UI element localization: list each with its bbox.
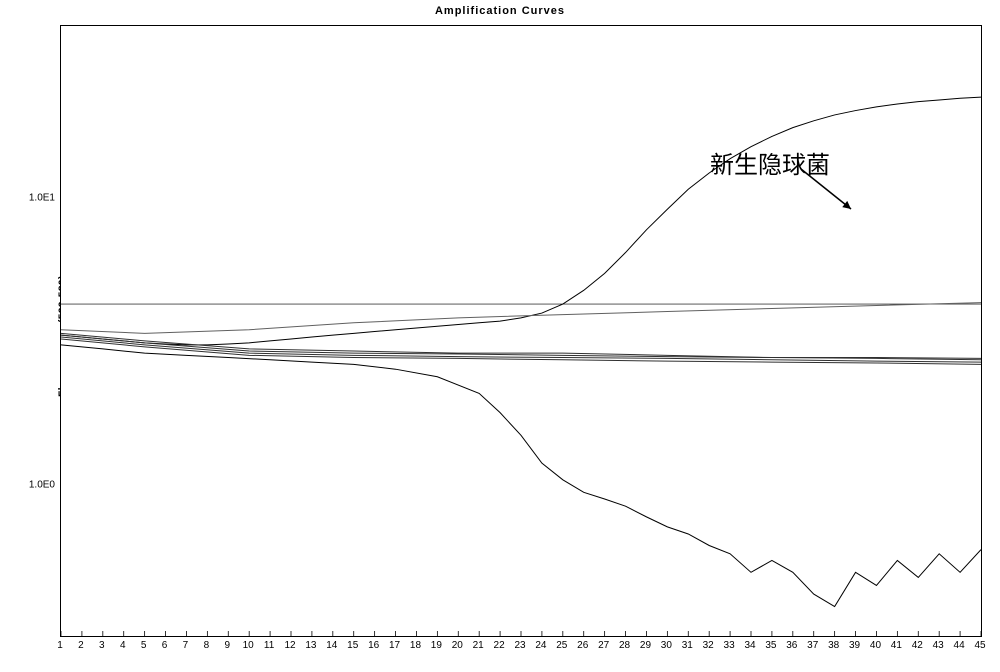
x-tick-label: 36 <box>786 640 797 651</box>
x-tick-label: 43 <box>933 640 944 651</box>
x-tick-label: 21 <box>473 640 484 651</box>
x-tick-label: 3 <box>99 640 105 651</box>
x-tick-label: 15 <box>347 640 358 651</box>
x-tick-label: 4 <box>120 640 126 651</box>
x-tick-label: 42 <box>912 640 923 651</box>
x-tick-label: 35 <box>765 640 776 651</box>
x-tick-label: 2 <box>78 640 84 651</box>
x-tick-label: 34 <box>744 640 755 651</box>
x-tick-label: 33 <box>724 640 735 651</box>
x-tick-label: 29 <box>640 640 651 651</box>
x-tick-label: 10 <box>243 640 254 651</box>
curve-declining_curve <box>61 345 981 607</box>
x-tick-label: 39 <box>849 640 860 651</box>
x-tick-label: 18 <box>410 640 421 651</box>
x-tick-label: 20 <box>452 640 463 651</box>
x-tick-label: 25 <box>556 640 567 651</box>
x-tick-label: 26 <box>577 640 588 651</box>
chart-container: Amplification Curves Fluorescence (533-5… <box>0 0 1000 672</box>
x-tick-label: 32 <box>703 640 714 651</box>
x-tick-label: 6 <box>162 640 168 651</box>
x-tick-label: 17 <box>389 640 400 651</box>
x-tick-label: 9 <box>224 640 230 651</box>
x-tick-label: 23 <box>514 640 525 651</box>
x-tick-label: 22 <box>494 640 505 651</box>
x-tick-label: 7 <box>183 640 189 651</box>
x-tick-label: 41 <box>891 640 902 651</box>
x-tick-label: 44 <box>954 640 965 651</box>
x-tick-label: 13 <box>305 640 316 651</box>
curve-positive_curve <box>61 97 981 345</box>
x-tick-label: 12 <box>284 640 295 651</box>
x-tick-label: 19 <box>431 640 442 651</box>
x-tick-label: 16 <box>368 640 379 651</box>
x-tick-label: 30 <box>661 640 672 651</box>
x-tick-label: 5 <box>141 640 147 651</box>
x-tick-label: 14 <box>326 640 337 651</box>
x-tick-label: 27 <box>598 640 609 651</box>
curves-svg <box>61 26 981 636</box>
x-tick-label: 40 <box>870 640 881 651</box>
x-tick-label: 28 <box>619 640 630 651</box>
x-tick-label: 38 <box>828 640 839 651</box>
x-tick-label: 45 <box>974 640 985 651</box>
x-tick-label: 11 <box>264 640 274 651</box>
x-tick-label: 1 <box>57 640 63 651</box>
x-tick-label: 24 <box>535 640 546 651</box>
annotation-label: 新生隐球菌 <box>710 145 830 180</box>
chart-title: Amplification Curves <box>435 5 565 17</box>
x-tick-label: 8 <box>204 640 210 651</box>
y-tick-label: 1.0E1 <box>29 192 55 203</box>
x-tick-label: 31 <box>682 640 693 651</box>
y-tick-label: 1.0E0 <box>29 479 55 490</box>
x-tick-label: 37 <box>807 640 818 651</box>
plot-area <box>60 25 982 637</box>
